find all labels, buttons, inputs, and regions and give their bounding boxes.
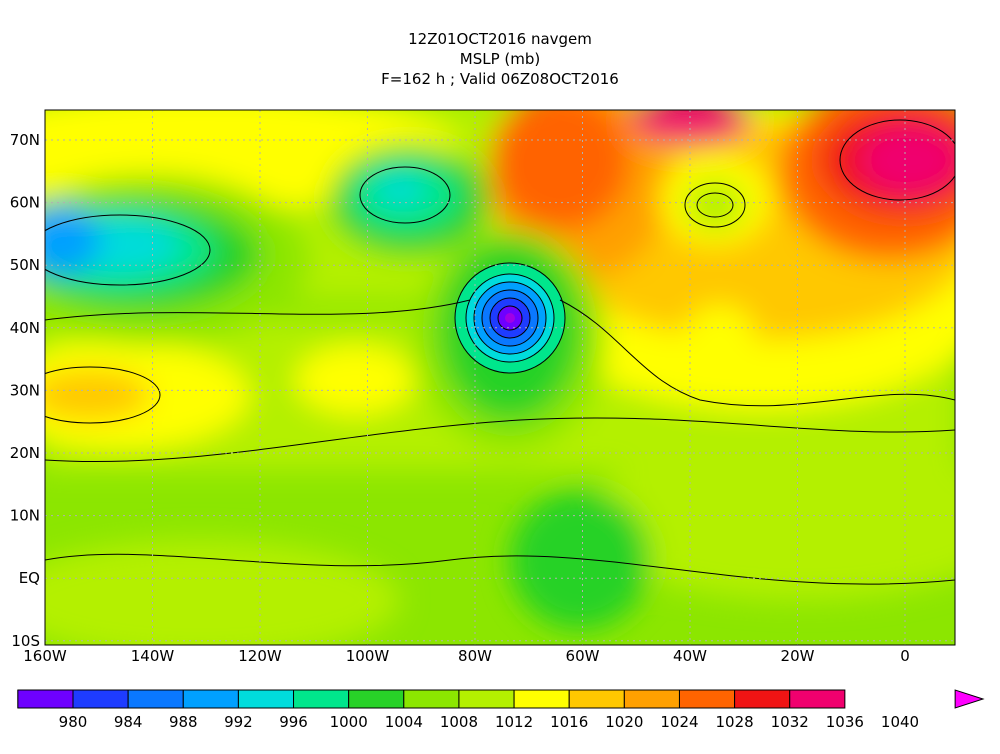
colorbar-label: 1028	[716, 713, 754, 731]
lat-label: 70N	[10, 131, 40, 149]
lon-label: 20W	[781, 647, 815, 665]
colorbar-label: 1040	[881, 713, 919, 731]
colorbar-label: 1012	[495, 713, 533, 731]
colorbar-arrow	[955, 690, 983, 708]
title-line: MSLP (mb)	[460, 50, 540, 68]
lon-label: 80W	[458, 647, 492, 665]
lon-label: 60W	[566, 647, 600, 665]
colorbar-label: 1004	[385, 713, 423, 731]
colorbar-box	[349, 690, 404, 708]
colorbar-label: 996	[279, 713, 308, 731]
lat-label: 40N	[10, 319, 40, 337]
lat-label: 50N	[10, 256, 40, 274]
colorbar-box	[569, 690, 624, 708]
lat-label: 10N	[10, 507, 40, 525]
title-line: 12Z01OCT2016 navgem	[408, 30, 592, 48]
lon-label: 140W	[131, 647, 175, 665]
colorbar-label: 1000	[330, 713, 368, 731]
lat-label: 60N	[10, 194, 40, 212]
colorbar-box	[73, 690, 128, 708]
lat-label: EQ	[19, 569, 40, 587]
lon-label: 40W	[673, 647, 707, 665]
title-line: F=162 h ; Valid 06Z08OCT2016	[381, 70, 619, 88]
lat-label: 10S	[11, 632, 40, 650]
lat-label: 30N	[10, 381, 40, 399]
colorbar-box	[459, 690, 514, 708]
colorbar-box	[790, 690, 845, 708]
colorbar-box	[238, 690, 293, 708]
low-center	[455, 263, 565, 373]
lon-label: 100W	[346, 647, 390, 665]
colorbar-box	[183, 690, 238, 708]
colorbar-label: 1036	[826, 713, 864, 731]
colorbar-label: 980	[59, 713, 88, 731]
colorbar-label: 1024	[660, 713, 698, 731]
colorbar-box	[404, 690, 459, 708]
colorbar-box	[735, 690, 790, 708]
colorbar-box	[18, 690, 73, 708]
colorbar-label: 1008	[440, 713, 478, 731]
colorbar: 980 984 988 992 996 1000 1004 1008 1012 1016 1020 1…	[18, 690, 983, 731]
colorbar-box	[294, 690, 349, 708]
pressure-field	[0, 80, 1000, 660]
lat-label: 20N	[10, 444, 40, 462]
colorbar-label: 1016	[550, 713, 588, 731]
colorbar-label: 988	[169, 713, 198, 731]
colorbar-box	[514, 690, 569, 708]
colorbar-label: 1020	[605, 713, 643, 731]
lon-label: 0	[900, 647, 910, 665]
colorbar-box	[128, 690, 183, 708]
lon-label: 120W	[238, 647, 282, 665]
colorbar-box	[624, 690, 679, 708]
colorbar-label: 1032	[771, 713, 809, 731]
colorbar-label: 984	[114, 713, 143, 731]
colorbar-box	[679, 690, 734, 708]
colorbar-label: 992	[224, 713, 253, 731]
